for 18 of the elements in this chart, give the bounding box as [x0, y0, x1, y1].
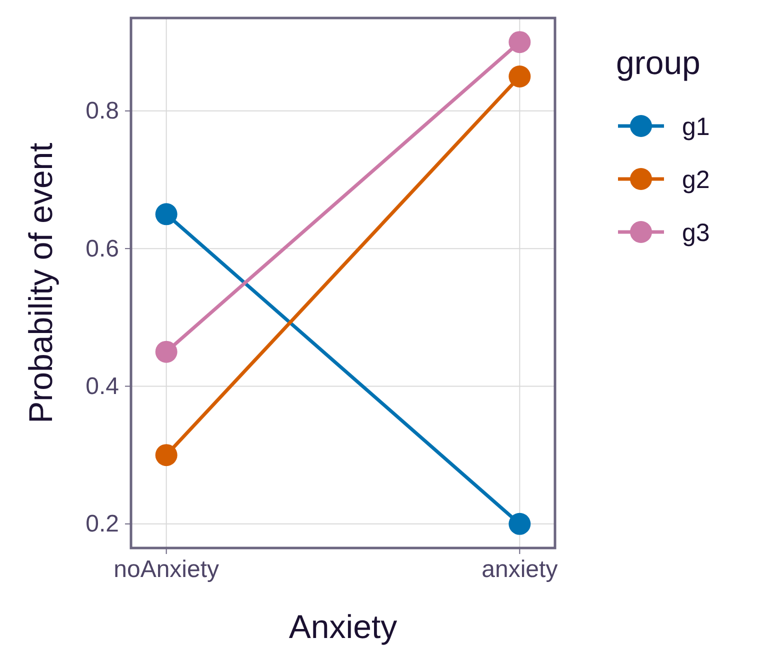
legend-title: group	[616, 44, 700, 81]
y-tick-label: 0.8	[86, 98, 119, 125]
point	[155, 203, 178, 226]
point	[508, 31, 531, 54]
legend-label: g1	[682, 113, 710, 141]
point	[155, 444, 178, 466]
legend-label: g2	[682, 166, 710, 194]
point	[508, 66, 531, 88]
y-axis-title: Probability of event	[22, 142, 59, 424]
y-tick-label: 0.4	[86, 372, 119, 400]
point	[508, 512, 531, 535]
legend-label: g3	[682, 219, 710, 247]
y-tick-label: 0.2	[86, 510, 119, 538]
point	[155, 340, 178, 363]
y-tick-label: 0.6	[86, 235, 119, 262]
x-tick-label: noAnxiety	[114, 556, 220, 584]
x-axis-title: Anxiety	[288, 608, 398, 645]
x-tick-label: anxiety	[482, 556, 558, 584]
